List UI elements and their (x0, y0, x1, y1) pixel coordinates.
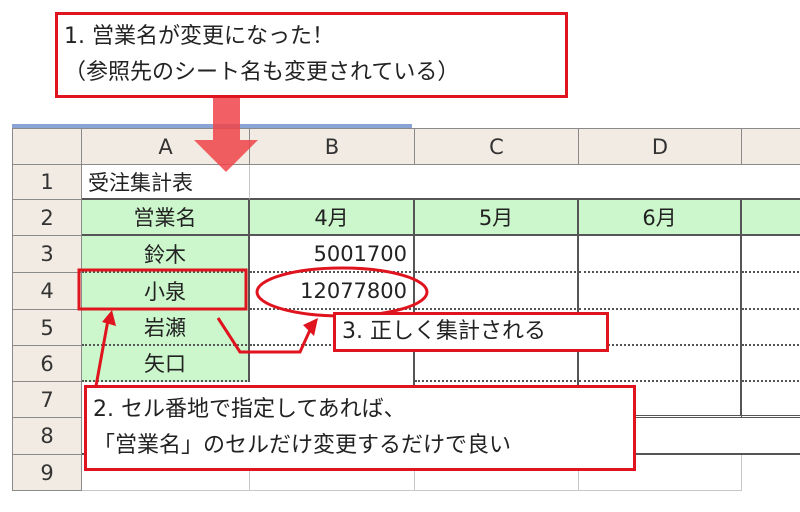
cell-b9[interactable] (250, 455, 415, 491)
cell-d6[interactable] (579, 346, 742, 382)
connector-line-c3 (216, 317, 312, 354)
connector-line-c2 (94, 319, 110, 387)
cell-a2[interactable]: 営業名 (82, 200, 250, 236)
cell-d7[interactable] (579, 382, 742, 418)
cell-d9[interactable] (579, 455, 742, 491)
row-header-2[interactable]: 2 (12, 200, 82, 236)
cell-e7[interactable] (742, 382, 800, 418)
cell-c3[interactable] (415, 236, 579, 273)
cell-c4[interactable] (415, 273, 579, 310)
cell-d2[interactable]: 6月 (579, 200, 742, 236)
cell-c6[interactable] (415, 346, 579, 382)
highlight-a4-box (77, 268, 248, 311)
column-header-b[interactable]: B (250, 128, 415, 165)
cell-e4[interactable] (742, 273, 800, 310)
cell-b2[interactable]: 4月 (250, 200, 415, 236)
cell-a6[interactable]: 矢口 (82, 346, 250, 382)
row-header-4[interactable]: 4 (12, 273, 82, 310)
callout-2-line2: 「営業名」のセルだけ変更するだけで良い (93, 433, 512, 458)
cell-a1-title[interactable]: 受注集計表 (82, 165, 250, 200)
cell-a4[interactable]: 小泉 (82, 273, 250, 310)
down-arrow-icon (194, 98, 258, 172)
cell-a9[interactable] (82, 455, 250, 491)
callout-1-line2: （参照先のシート名も変更されている） (64, 60, 460, 85)
cell-b4[interactable]: 12077800 (250, 273, 415, 310)
row-header-9[interactable]: 9 (12, 455, 82, 491)
cell-d4[interactable] (579, 273, 742, 310)
cell-e3[interactable] (742, 236, 800, 273)
cell-a3[interactable]: 鈴木 (82, 236, 250, 273)
cell-e5[interactable] (742, 310, 800, 346)
callout-3-text: 3. 正しく集計される (342, 319, 546, 344)
row-header-5[interactable]: 5 (12, 310, 82, 346)
row-header-3[interactable]: 3 (12, 236, 82, 273)
cell-c9[interactable] (415, 455, 579, 491)
cell-d3[interactable] (579, 236, 742, 273)
column-header-d[interactable]: D (579, 128, 742, 165)
column-header-c[interactable]: C (415, 128, 579, 165)
cell-e2[interactable] (742, 200, 800, 236)
spreadsheet-grid: A B C D 1 2 3 4 5 6 7 8 9 受注集計表 営業名 4月 5… (12, 128, 800, 500)
row-header-7[interactable]: 7 (12, 382, 82, 418)
cells-row1-empty[interactable] (250, 165, 800, 200)
arrowhead-c2-icon (102, 310, 116, 326)
row-header-1[interactable]: 1 (12, 165, 82, 200)
highlight-b4-ellipse (255, 266, 429, 318)
callout-1: 1. 営業名が変更になった！ （参照先のシート名も変更されている） (55, 12, 568, 98)
select-all-corner[interactable] (12, 128, 82, 165)
cell-d5[interactable] (579, 310, 742, 346)
row-header-6[interactable]: 6 (12, 346, 82, 382)
callout-3: 3. 正しく集計される (333, 312, 609, 352)
row-header-8[interactable]: 8 (12, 418, 82, 455)
cell-e6[interactable] (742, 346, 800, 382)
sheet-top-border (12, 124, 412, 128)
cell-b3[interactable]: 5001700 (250, 236, 415, 273)
arrowhead-c3-icon (303, 318, 318, 336)
column-header-e[interactable] (742, 128, 800, 165)
cell-c2[interactable]: 5月 (415, 200, 579, 236)
callout-2-line1: 2. セル番地で指定してあれば、 (93, 397, 406, 422)
callout-2: 2. セル番地で指定してあれば、 「営業名」のセルだけ変更するだけで良い (84, 385, 636, 471)
callout-1-line1: 1. 営業名が変更になった！ (64, 24, 334, 49)
